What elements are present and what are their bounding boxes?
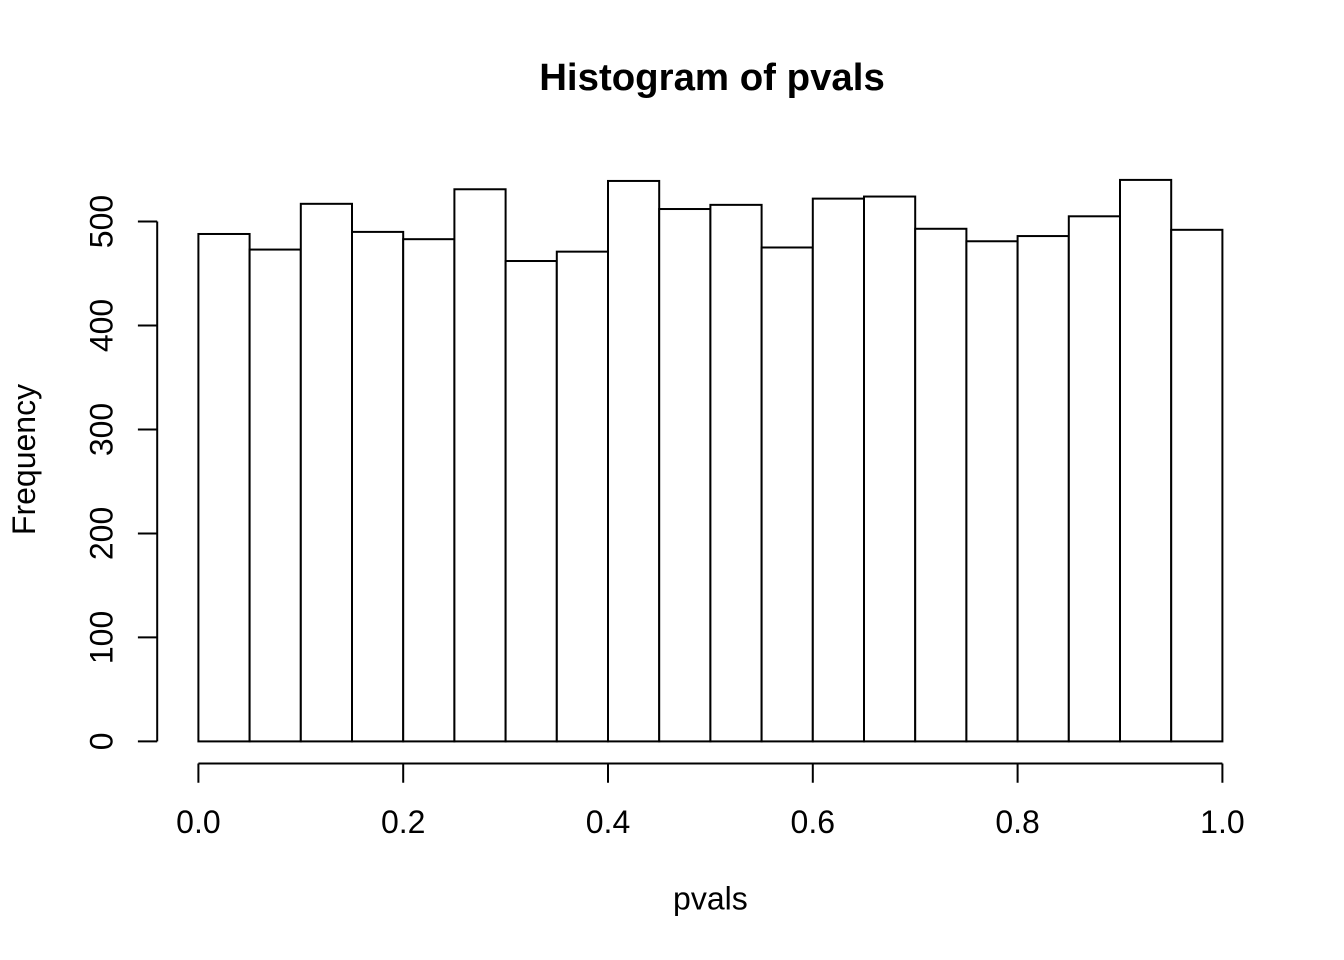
svg-text:100: 100 bbox=[84, 611, 120, 664]
svg-text:Histogram of pvals: Histogram of pvals bbox=[539, 56, 885, 99]
svg-text:1.0: 1.0 bbox=[1200, 804, 1244, 840]
svg-text:0: 0 bbox=[84, 733, 120, 751]
svg-text:pvals: pvals bbox=[673, 881, 748, 917]
svg-text:0.8: 0.8 bbox=[995, 804, 1039, 840]
svg-text:400: 400 bbox=[84, 299, 120, 352]
svg-text:0.2: 0.2 bbox=[381, 804, 425, 840]
svg-text:500: 500 bbox=[84, 195, 120, 248]
svg-text:200: 200 bbox=[84, 507, 120, 560]
svg-text:0.6: 0.6 bbox=[791, 804, 835, 840]
svg-text:0.4: 0.4 bbox=[586, 804, 630, 840]
svg-text:300: 300 bbox=[84, 403, 120, 456]
svg-text:0.0: 0.0 bbox=[176, 804, 220, 840]
svg-text:Frequency: Frequency bbox=[6, 384, 42, 535]
